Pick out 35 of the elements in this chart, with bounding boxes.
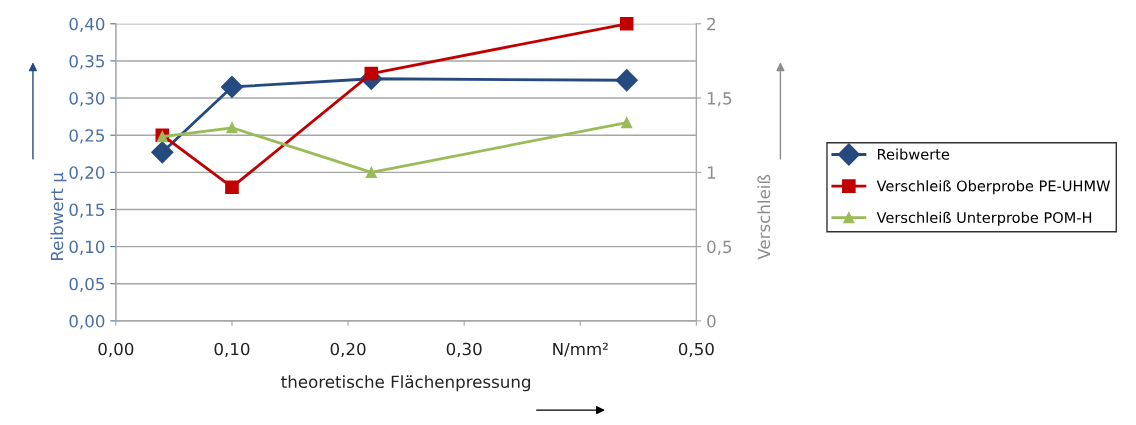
x-axis-title: theoretische Flächenpressung [281,375,530,392]
x-tick-label: 0,50 [678,342,714,357]
y-tick-label: 0,25 [69,129,104,144]
point [619,16,634,31]
legend-label: Verschleiß Unterprobe POM-H [876,211,1092,226]
x-tick-label: 0,20 [330,342,366,357]
point [151,141,174,164]
y2-tick-label: 0 [707,314,716,328]
point [225,180,239,194]
y2-tick-label: 2 [707,17,716,31]
y-tick-label: 0,40 [69,17,105,33]
point [364,66,379,81]
point [226,122,238,134]
y-tick-label: 0,10 [69,240,105,255]
y2-tick-label: 1 [707,166,716,179]
x-tick-label: 0,00 [98,342,134,357]
y2-axis-title: Verschleiß [757,174,771,260]
point [615,69,638,92]
y-tick-label: 0,35 [69,54,104,70]
legend-label: Reibwerte [877,148,950,160]
point [621,117,633,129]
y-tick-label: 0,30 [69,92,105,107]
y-tick-label: 0,15 [69,203,104,218]
y2-tick-label: 0,5 [707,240,732,255]
point [220,75,244,99]
x-tick-label: 0,30 [446,342,482,357]
y-tick-label: 0,00 [69,314,105,330]
x-tick-label: N/mm² [553,342,608,357]
point [365,166,377,178]
legend-label: Verschleiß Oberprobe PE-UHMW [876,180,1110,195]
y2-tick-label: 1,5 [707,92,732,107]
x-tick-label: 0,10 [214,342,250,357]
y-tick-label: 0,05 [69,277,104,293]
y-tick-label: 0,20 [69,166,105,181]
y-axis-title: Reibwert µ [50,172,67,260]
